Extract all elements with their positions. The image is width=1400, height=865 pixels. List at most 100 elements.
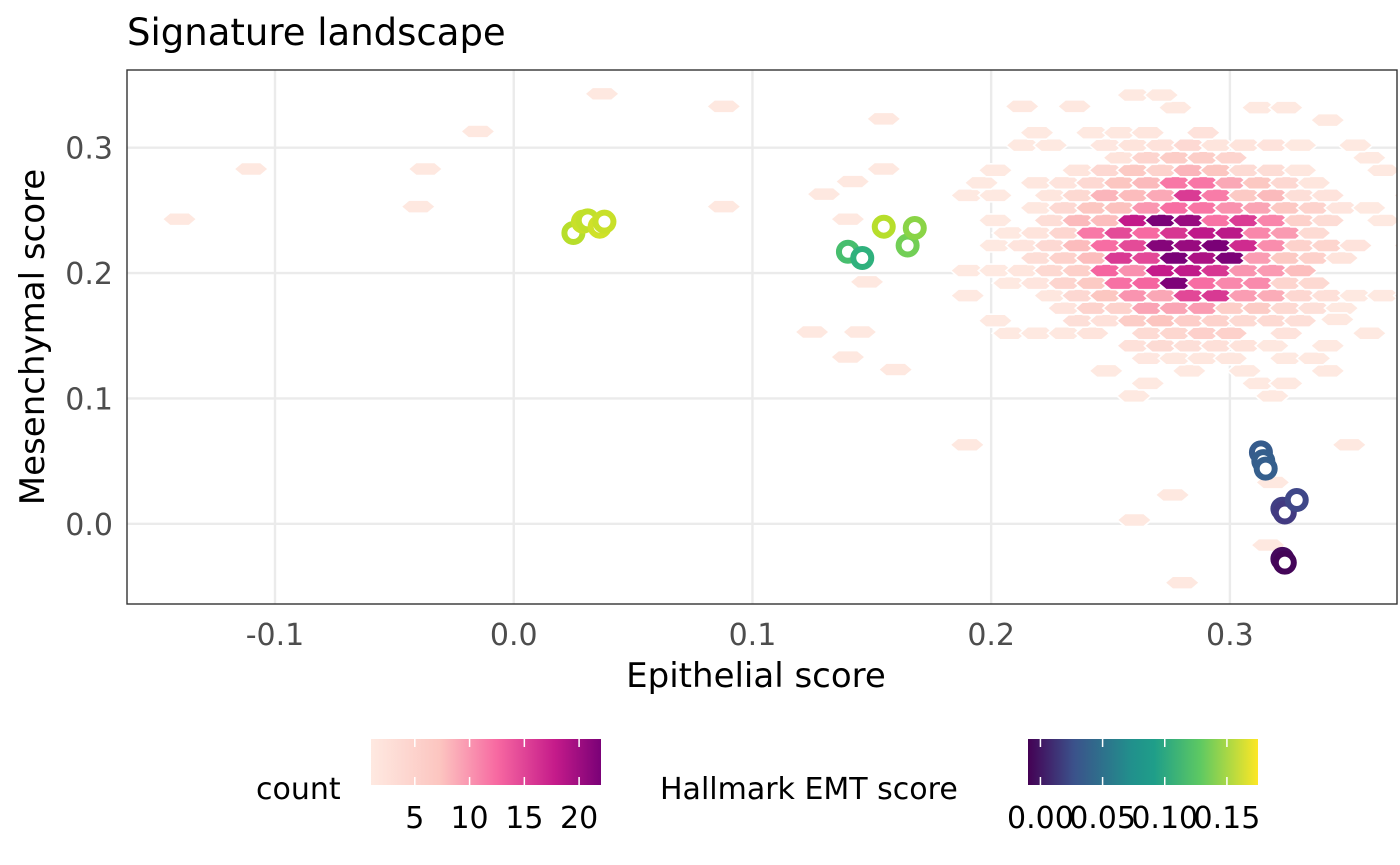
hexbin-cell bbox=[1115, 512, 1153, 528]
emt-legend-tick-label: 0.00 bbox=[1007, 801, 1074, 836]
hexbin-cell bbox=[1154, 487, 1192, 503]
point-layer bbox=[561, 208, 1309, 575]
hexbin-cell bbox=[841, 324, 879, 340]
hexbin-cell bbox=[1003, 99, 1041, 114]
hexbin-cell bbox=[1309, 112, 1347, 128]
emt-legend-tick-label: 0.15 bbox=[1194, 801, 1261, 836]
hexbin-cell bbox=[1364, 288, 1397, 303]
hexbin-cell bbox=[977, 188, 1014, 203]
hexbin-cell bbox=[705, 199, 743, 214]
hexbin-cell bbox=[1018, 125, 1056, 140]
hexbin-cell bbox=[1115, 388, 1153, 404]
hexbin-cell bbox=[949, 288, 987, 303]
hexbin-cell bbox=[1392, 291, 1397, 300]
hexbin-cell bbox=[459, 124, 497, 139]
data-point bbox=[1253, 456, 1278, 481]
x-tick-label: 0.1 bbox=[729, 618, 777, 653]
hexbin-cell bbox=[1330, 437, 1368, 453]
emt-legend-ticks: 0.000.050.100.15 bbox=[1007, 739, 1260, 836]
hexbin-cell bbox=[583, 86, 621, 102]
hexbin-cell bbox=[1295, 275, 1333, 291]
hexbin-cell bbox=[1226, 363, 1264, 379]
hexbin-cell bbox=[977, 162, 1014, 178]
data-point bbox=[1284, 487, 1309, 512]
hexbin-cell bbox=[1163, 575, 1201, 591]
x-tick-label: 0.0 bbox=[490, 618, 538, 653]
x-tick-label: -0.1 bbox=[246, 618, 305, 653]
hexbin-cell bbox=[977, 213, 1014, 228]
hexbin-cell bbox=[977, 313, 1014, 329]
hexbin-cell bbox=[948, 437, 986, 453]
hexbin-cell bbox=[1295, 350, 1333, 366]
hexbin-cell bbox=[1129, 376, 1167, 391]
count-legend: count 5 10 15 20 bbox=[256, 739, 601, 836]
emt-legend: Hallmark EMT score 0.000.050.100.15 bbox=[660, 739, 1260, 836]
count-legend-tick-label: 5 bbox=[405, 801, 424, 836]
hexbin-cell bbox=[1392, 241, 1397, 250]
data-point bbox=[850, 246, 875, 271]
y-tick-label: 0.2 bbox=[65, 257, 113, 292]
hexbin-cell bbox=[1143, 87, 1181, 103]
count-legend-tick-label: 15 bbox=[505, 801, 543, 836]
hexbin-cell bbox=[848, 274, 886, 290]
hexbin-cell bbox=[232, 161, 270, 177]
hexbin-cell bbox=[1184, 125, 1222, 140]
count-legend-ticks: 5 10 15 20 bbox=[405, 739, 598, 836]
x-tick-label: 0.2 bbox=[967, 618, 1015, 653]
hexbin-cell bbox=[829, 349, 867, 365]
y-tick-label: 0.3 bbox=[65, 132, 113, 167]
hexbin-cell bbox=[1253, 388, 1291, 404]
hexbin-cell bbox=[1170, 363, 1208, 379]
count-legend-tick-label: 20 bbox=[560, 801, 598, 836]
hexbin-cell bbox=[1323, 250, 1361, 266]
hexbin-cell bbox=[1212, 325, 1250, 341]
x-tick-label: 0.3 bbox=[1206, 618, 1254, 653]
hexbin-cell bbox=[865, 161, 903, 177]
hexbin-cell bbox=[1350, 150, 1388, 166]
hexbin-cell bbox=[793, 324, 831, 340]
y-axis-ticks: 0.0 0.1 0.2 0.3 bbox=[65, 132, 113, 543]
hexbin-cell bbox=[1295, 225, 1333, 241]
hexbin-cell bbox=[1309, 213, 1347, 228]
hexbin-cell bbox=[399, 199, 437, 214]
hexbin-cell bbox=[1281, 137, 1319, 153]
data-point bbox=[1272, 550, 1297, 575]
hexbin-cell bbox=[877, 362, 915, 377]
hexbin-cell bbox=[1364, 162, 1397, 178]
hexbin-cell bbox=[805, 186, 843, 202]
hexbin-cell bbox=[1392, 191, 1397, 200]
hexbin-layer bbox=[161, 86, 1397, 591]
data-point bbox=[902, 215, 927, 240]
hexbin-cell bbox=[1309, 188, 1347, 203]
hexbin-cell bbox=[1295, 175, 1333, 191]
hexbin-cell bbox=[1032, 137, 1070, 153]
hexbin-cell bbox=[1337, 137, 1374, 153]
hexbin-cell bbox=[1267, 100, 1305, 115]
emt-legend-tick-label: 0.05 bbox=[1069, 801, 1136, 836]
hexbin-cell bbox=[1281, 263, 1319, 278]
hexbin-cell bbox=[1281, 313, 1319, 329]
hexbin-cell bbox=[406, 161, 444, 177]
hexbin-cell bbox=[1129, 125, 1167, 140]
hexbin-cell bbox=[1073, 325, 1111, 341]
hexbin-cell bbox=[1157, 100, 1194, 115]
data-point bbox=[871, 214, 896, 239]
hexbin-cell bbox=[834, 174, 872, 189]
hexbin-cell bbox=[1350, 325, 1388, 341]
hexbin-cell bbox=[1350, 200, 1388, 216]
count-legend-tick-label: 10 bbox=[450, 801, 488, 836]
hexbin-cell bbox=[1309, 363, 1347, 379]
hexbin-cell bbox=[161, 211, 198, 227]
data-point bbox=[592, 209, 617, 234]
hexbin-cell bbox=[1309, 338, 1347, 354]
count-legend-title: count bbox=[256, 772, 341, 807]
hexbin-cell bbox=[1087, 363, 1125, 379]
hexbin-cell bbox=[1364, 213, 1397, 228]
hexbin-cell bbox=[1337, 238, 1374, 253]
emt-legend-tick-label: 0.10 bbox=[1131, 801, 1198, 836]
hexbin-cell bbox=[705, 99, 743, 114]
hexbin-cell bbox=[1253, 338, 1291, 354]
hexbin-cell bbox=[963, 175, 1001, 191]
emt-colorbar bbox=[1028, 739, 1258, 785]
